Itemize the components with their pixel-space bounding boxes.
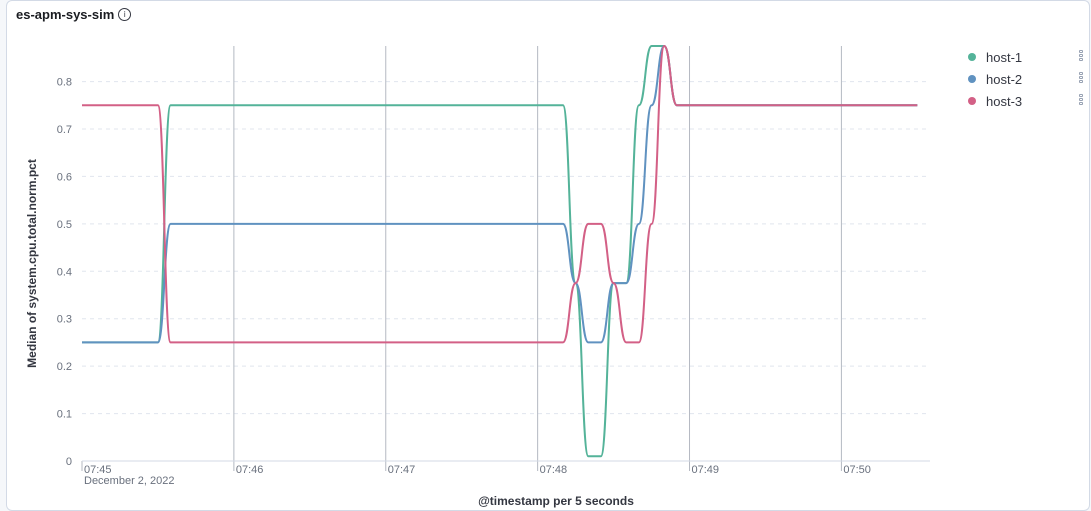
y-tick-label: 0.1 xyxy=(57,409,72,421)
info-icon[interactable]: i xyxy=(118,7,132,21)
legend-item-host-1[interactable]: host-1 xyxy=(968,46,1088,68)
x-tick-label: 07:46 xyxy=(236,464,264,476)
y-tick-label: 0.5 xyxy=(57,219,72,231)
ellipsis-icon[interactable] xyxy=(1078,94,1084,105)
y-tick-label: 0.7 xyxy=(57,124,72,136)
x-tick-label: 07:49 xyxy=(692,464,720,476)
series-line-host-1 xyxy=(82,45,918,458)
y-tick-label: 0.6 xyxy=(57,171,72,183)
line-chart: 0 0.1 0.2 0.3 0.4 0.5 0.6 0.7 0.8 07:45 07:46 07:47… xyxy=(25,44,930,508)
legend-item-host-2[interactable]: host-2 xyxy=(968,68,1088,90)
ellipsis-icon[interactable] xyxy=(1078,50,1084,61)
x-axis-title: @timestamp per 5 seconds xyxy=(478,494,634,508)
chart-legend: host-1 host-2 host-3 xyxy=(968,46,1088,112)
y-tick-label: 0.3 xyxy=(57,314,72,326)
ellipsis-icon[interactable] xyxy=(1078,72,1084,83)
series-line-host-3 xyxy=(82,44,918,344)
y-tick-label: 0.4 xyxy=(57,266,72,278)
legend-item-host-3[interactable]: host-3 xyxy=(968,90,1088,112)
y-tick-label: 0.8 xyxy=(57,77,72,89)
legend-color-dot xyxy=(968,97,976,105)
y-tick-label: 0.2 xyxy=(57,361,72,373)
y-axis-title: Median of system.cpu.total.norm.pct xyxy=(25,159,39,368)
visualization-panel xyxy=(6,0,1090,511)
x-tick-label: 07:48 xyxy=(540,464,568,476)
legend-item-label: host-3 xyxy=(986,93,1023,109)
panel-title: es-apm-sys-sim xyxy=(16,6,115,22)
y-tick-label: 0 xyxy=(66,456,72,468)
x-tick-label: 07:45 xyxy=(84,464,112,476)
x-date-label: December 2, 2022 xyxy=(84,475,175,487)
series-line-host-2 xyxy=(82,44,918,344)
panel-header: es-apm-sys-sim i xyxy=(16,5,132,23)
legend-color-dot xyxy=(968,75,976,83)
legend-color-dot xyxy=(968,53,976,61)
x-tick-label: 07:50 xyxy=(843,464,871,476)
x-tick-label: 07:47 xyxy=(388,464,416,476)
legend-item-label: host-2 xyxy=(986,71,1023,87)
legend-item-label: host-1 xyxy=(986,49,1023,65)
